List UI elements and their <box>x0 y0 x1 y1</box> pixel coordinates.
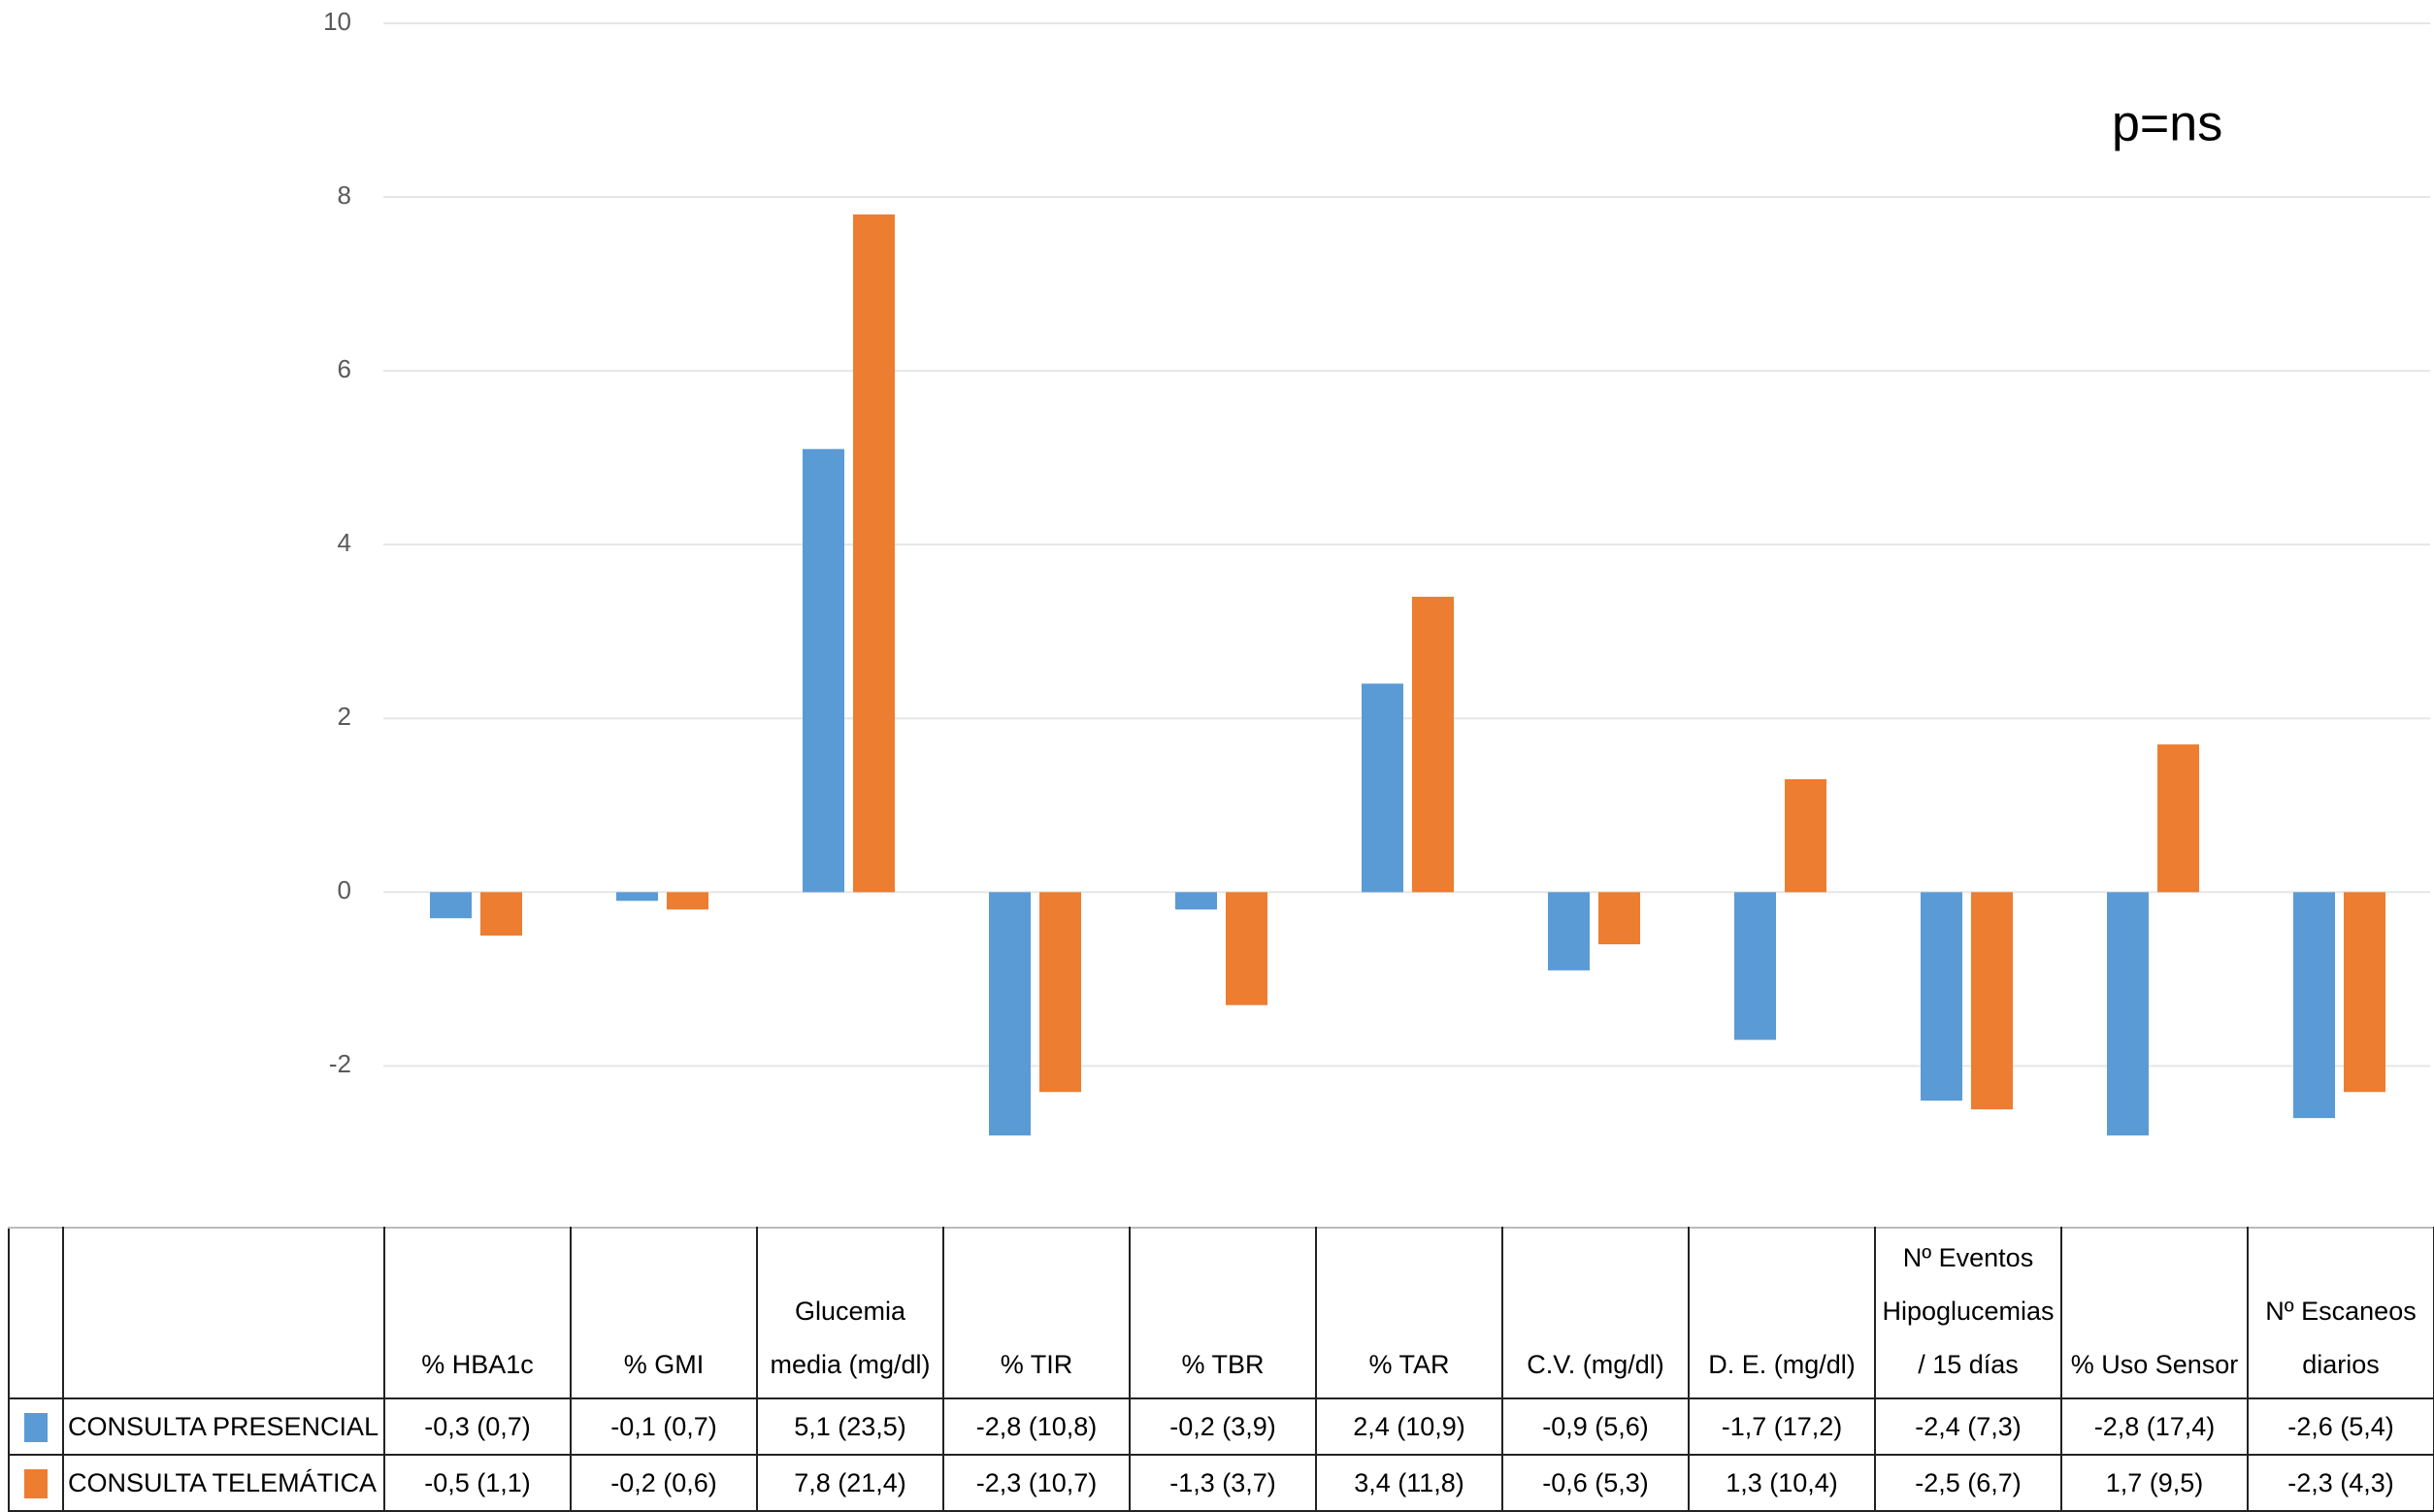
y-tick-label: 10 <box>323 7 351 36</box>
bar <box>480 892 522 937</box>
bar <box>853 214 895 893</box>
value-label: -2,5 (6,7) <box>1874 1454 2062 1512</box>
series-row: CONSULTA TELEMÁTICA -0,5 (1,1) -0,2 (0,6) 7… <box>8 1454 2434 1512</box>
category-label: % GMI <box>570 1227 758 1399</box>
value-label: 3,4 (11,8) <box>1315 1454 1503 1512</box>
bar <box>2293 892 2335 1119</box>
annotation: p=ns <box>2112 96 2222 152</box>
value-label: -0,6 (5,3) <box>1501 1454 1690 1512</box>
bar <box>803 448 844 893</box>
blank-cell <box>62 1227 385 1399</box>
bar <box>1785 778 1826 893</box>
value-label: 1,7 (9,5) <box>2060 1454 2249 1512</box>
bar <box>989 892 1031 1135</box>
category-label: Glucemia media (mg/dl) <box>756 1227 944 1399</box>
legend-swatch <box>24 1412 48 1442</box>
bar <box>1921 892 1962 1101</box>
bar <box>1734 892 1776 1040</box>
y-tick-label: 4 <box>338 528 351 557</box>
category-label: Nº Eventos Hipoglucemias / 15 días <box>1874 1227 2062 1399</box>
chart: p=ns -2 0 2 4 6 8 10 <box>323 7 2430 1135</box>
bar <box>430 892 472 919</box>
y-tick-label: 6 <box>338 354 351 383</box>
bar <box>2157 744 2199 893</box>
value-label: -2,8 (10,8) <box>942 1397 1131 1456</box>
value-label: -1,3 (3,7) <box>1129 1454 1317 1512</box>
bar <box>1412 596 1454 893</box>
value-label: -0,3 (0,7) <box>383 1397 572 1456</box>
series-row: CONSULTA PRESENCIAL -0,3 (0,7) -0,1 (0,7) 5… <box>8 1397 2434 1456</box>
legend-label: CONSULTA PRESENCIAL <box>62 1397 385 1456</box>
value-label: 2,4 (10,9) <box>1315 1397 1503 1456</box>
value-label: 1,3 (10,4) <box>1688 1454 1876 1512</box>
bar <box>2107 892 2149 1135</box>
y-tick-label: 2 <box>338 702 351 731</box>
bar <box>1971 892 2013 1110</box>
value-label: -0,2 (3,9) <box>1129 1397 1317 1456</box>
data-table: % HBA1c% GMI Glucemia media (mg/dl)% TIR%… <box>8 1227 2434 1512</box>
y-tick-label: -2 <box>329 1049 351 1078</box>
header-row: % HBA1c% GMI Glucemia media (mg/dl)% TIR%… <box>8 1227 2434 1399</box>
bar <box>1175 892 1217 910</box>
y-tick-label: 0 <box>338 875 351 904</box>
category-label: % TIR <box>942 1227 1131 1399</box>
category-label: D. E. (mg/dl) <box>1688 1227 1876 1399</box>
bar <box>1362 683 1403 893</box>
category-label: % TBR <box>1129 1227 1317 1399</box>
value-label: 7,8 (21,4) <box>756 1454 944 1512</box>
value-label: -2,3 (10,7) <box>942 1454 1131 1512</box>
category-label: C.V. (mg/dl) <box>1501 1227 1690 1399</box>
value-label: -1,7 (17,2) <box>1688 1397 1876 1456</box>
legend-swatch-cell <box>8 1397 64 1456</box>
y-tick-label: 8 <box>338 181 351 210</box>
value-label: -2,8 (17,4) <box>2060 1397 2249 1456</box>
value-label: -2,3 (4,3) <box>2247 1454 2434 1512</box>
legend-swatch-cell <box>8 1454 64 1512</box>
bar <box>1598 892 1640 945</box>
value-label: -0,1 (0,7) <box>570 1397 758 1456</box>
value-label: -2,6 (5,4) <box>2247 1397 2434 1456</box>
value-label: 5,1 (23,5) <box>756 1397 944 1456</box>
category-label: % TAR <box>1315 1227 1503 1399</box>
legend-label: CONSULTA TELEMÁTICA <box>62 1454 385 1512</box>
bar <box>2344 892 2385 1093</box>
category-label: % Uso Sensor <box>2060 1227 2249 1399</box>
value-label: -0,5 (1,1) <box>383 1454 572 1512</box>
category-label: Nº Escaneos diarios <box>2247 1227 2434 1399</box>
legend-swatch <box>24 1468 48 1498</box>
bar <box>1039 892 1081 1093</box>
value-label: -0,2 (0,6) <box>570 1454 758 1512</box>
bar <box>616 892 658 902</box>
value-label: -2,4 (7,3) <box>1874 1397 2062 1456</box>
bar <box>1226 892 1267 1005</box>
bar <box>667 892 708 910</box>
category-label: % HBA1c <box>383 1227 572 1399</box>
blank-cell <box>8 1227 64 1399</box>
value-label: -0,9 (5,6) <box>1501 1397 1690 1456</box>
bar <box>1548 892 1590 970</box>
